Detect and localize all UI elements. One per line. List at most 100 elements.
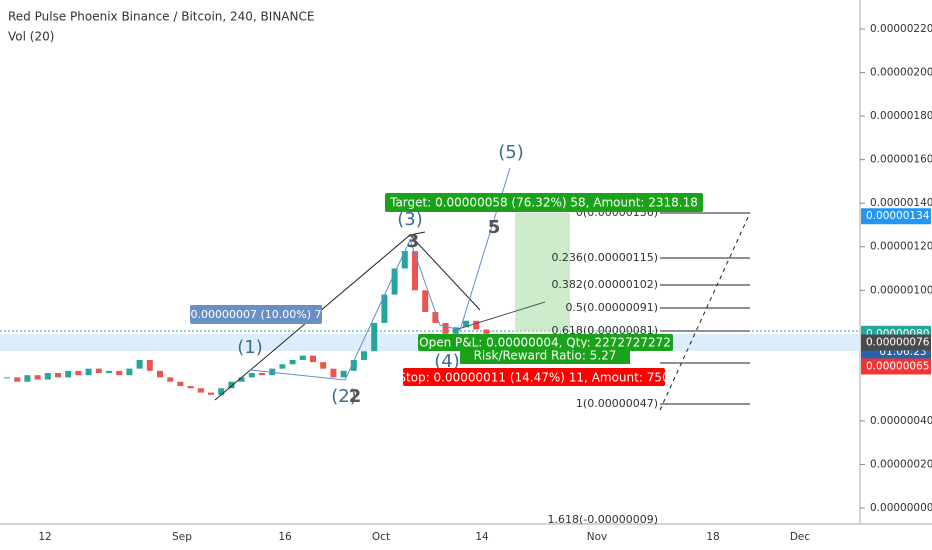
candle [442,322,449,334]
candle [289,359,296,365]
candle [65,370,72,378]
candle [432,312,439,323]
wave-label: (5) [498,142,524,163]
x-tick-label: Nov [587,531,608,543]
candle [208,392,214,395]
candle [116,370,123,376]
candle [330,368,337,378]
wave-label: (3) [397,209,423,230]
x-tick-label: 18 [706,531,719,543]
candle [44,373,51,380]
candle [55,373,61,378]
candle [4,377,10,379]
fib-label: 0.618(0.00000081) [551,324,658,337]
target-label: Target: 0.00000058 (76.32%) 58, Amount: … [389,196,698,210]
indicator-title: Vol (20) [8,30,54,44]
price-tag-label: 0.00000065 [866,360,929,372]
wave-label: 2 [349,386,362,407]
candle [238,377,245,382]
wave-label: 5 [488,217,501,238]
candle [197,388,204,393]
stop-box [403,368,665,386]
candle [34,375,41,380]
candle [85,368,92,376]
y-tick-label: 0.00000180 [870,110,932,122]
elliott-line [249,167,511,381]
target-box [385,193,703,212]
candle [401,251,408,269]
candle [473,320,480,330]
candle [95,368,102,374]
wave-label: (2) [331,386,357,407]
plot [4,251,490,395]
candle [310,355,316,363]
wave-label: (4) [434,351,460,372]
candle [75,370,82,376]
fib-label: 0.5(0.00000091) [565,301,658,314]
rr-box [460,348,630,364]
candle [167,377,174,382]
y-tick-label: 0.00000100 [870,284,932,296]
candle [106,370,112,374]
pnl-label: Open P&L: 0.00000004, Qty: 2272727272 [419,336,671,350]
candle [381,294,388,323]
candle [157,370,163,378]
candle [391,268,398,295]
candle [177,381,184,387]
candle [279,364,286,369]
candle [218,388,225,395]
candle [146,359,153,371]
price-tag [861,208,931,225]
candle [14,377,21,382]
candle [422,290,429,313]
wave-arrow [409,231,426,236]
candle [136,359,143,369]
candle [187,386,194,389]
target-zone [515,213,570,331]
x-tick-label: 16 [278,531,292,543]
candle [126,368,133,376]
candle [371,322,378,352]
candle [412,251,418,291]
x-tick-label: Sep [172,531,192,543]
price-tag [861,334,931,351]
y-tick-label: 0.00000020 [870,458,932,470]
y-tick-label: 0.00000120 [870,241,932,253]
symbol-title: Red Pulse Phoenix Binance / Bitcoin, 240… [8,10,314,24]
fib-label: 1(0.00000047) [576,397,658,410]
x-tick-label: 12 [38,531,51,543]
y-tick-label: 0.00000140 [870,197,932,209]
stop-label: Stop: 0.00000011 (14.47%) 11, Amount: 75… [398,371,669,385]
candle [320,362,327,369]
measure-label: 0.00000007 (10.00%) 7 [190,308,321,321]
rr-label: Risk/Reward Ratio: 5.27 [474,349,617,363]
candle [452,327,459,334]
x-tick-label: 14 [475,531,489,543]
wave-label: (1) [237,337,263,358]
price-tag-label: 0.00000134 [866,210,930,222]
fib-label: 0.236(0.00000115) [551,251,658,264]
wave-label: 3 [407,231,420,252]
fib-label: 1.618(-0.00000009) [547,513,658,526]
y-tick-label: 0.00000160 [870,154,932,166]
measure-box [190,305,322,324]
candle [483,329,490,334]
fib-lines [660,212,750,405]
candle [259,373,265,376]
y-tick-label: 0.00000200 [870,67,932,79]
candle [299,355,306,360]
pnl-box [418,334,673,351]
candle [350,359,357,371]
y-tick-label: 0.00000040 [870,415,932,427]
candle [361,351,367,360]
wave-lines [214,231,546,401]
candle [228,381,235,389]
trend-arrow [454,301,546,331]
y-tick-label: 0.00000000 [870,502,932,514]
x-tick-label: Dec [790,531,811,543]
candle [24,375,31,382]
candle [463,320,469,328]
y-tick-label: 0.00000220 [870,23,932,35]
